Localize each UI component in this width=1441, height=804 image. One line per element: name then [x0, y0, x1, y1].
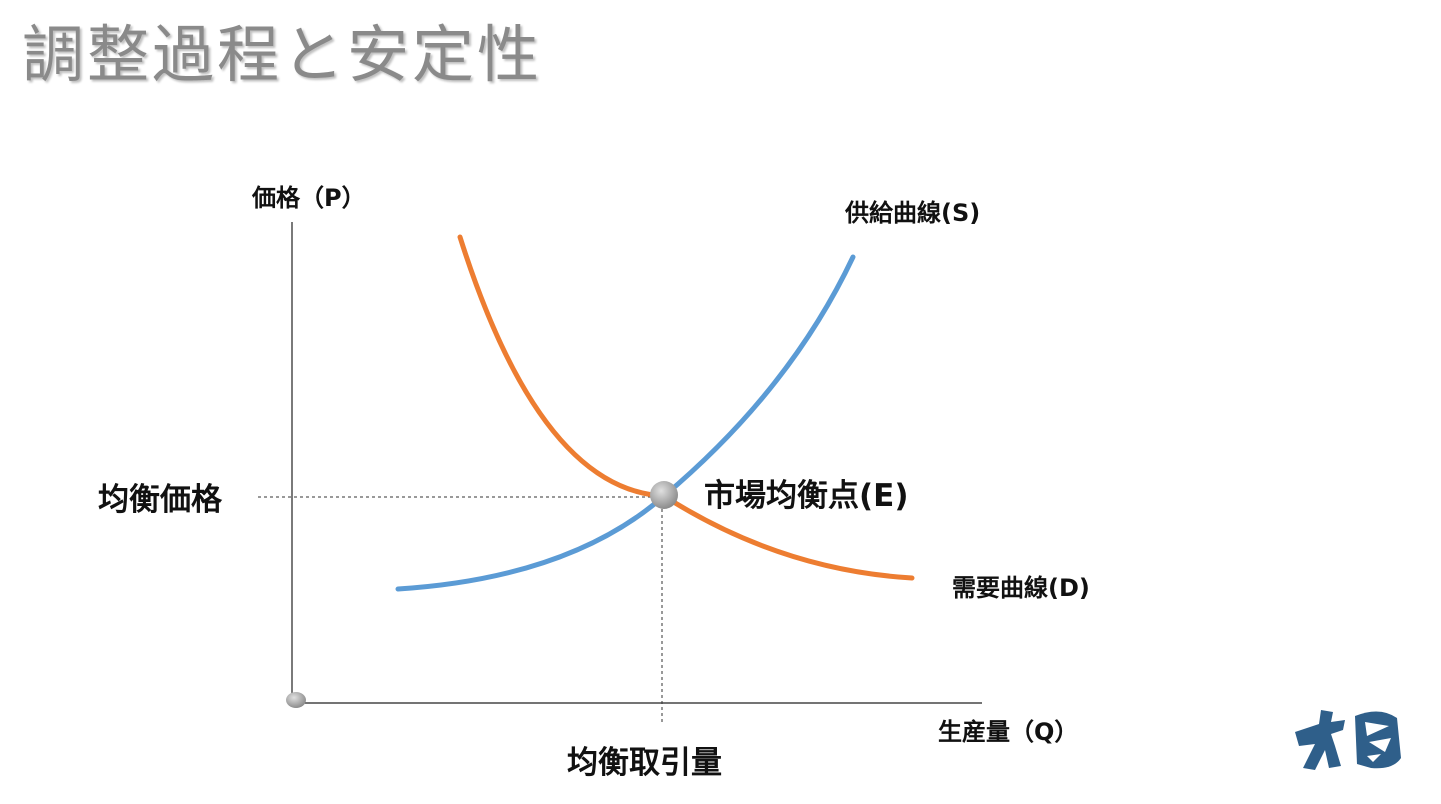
slide-title: 調整過程と安定性: [22, 18, 543, 91]
demand-curve-label: 需要曲線(D): [952, 574, 1090, 602]
equilibrium-quantity-label: 均衡取引量: [567, 745, 722, 781]
y-axis-label: 価格（P）: [251, 184, 366, 212]
demand-curve: [457, 234, 915, 581]
origin-point: [286, 692, 306, 708]
brand-logo-icon: [1295, 710, 1401, 770]
x-axis-label: 生産量（Q）: [938, 718, 1078, 746]
equilibrium-price-label: 均衡価格: [98, 482, 223, 518]
supply-curve-label: 供給曲線(S): [844, 199, 980, 227]
equilibrium-point-label: 市場均衡点(E): [704, 478, 909, 514]
supply-curve: [395, 254, 856, 592]
equilibrium-point: [650, 481, 678, 509]
